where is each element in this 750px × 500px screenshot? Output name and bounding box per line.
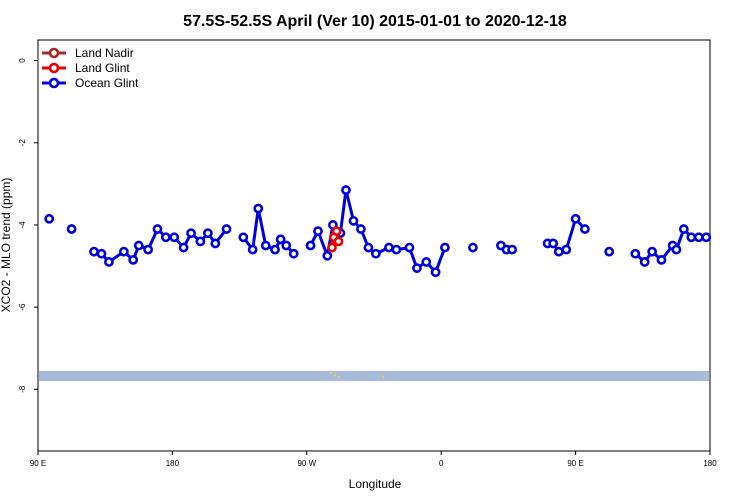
data-point [247,244,258,255]
data-point [313,226,323,237]
x-axis-label: Longitude [349,477,402,491]
data-point [384,242,394,253]
y-tick-label: -8 [18,385,27,393]
data-point [260,240,271,251]
data-point [468,242,478,253]
data-point [647,246,658,257]
map-band [39,370,709,382]
land-speck [333,374,336,377]
data-point [561,244,572,255]
series-ocean-glint [44,185,712,278]
data-point [701,232,712,243]
data-point [275,234,286,245]
data-point [548,238,559,249]
data-point [363,242,374,253]
data-point [671,244,682,255]
map-strip [39,370,709,382]
chart-title: 57.5S-52.5S April (Ver 10) 2015-01-01 to… [183,13,567,30]
data-point [221,224,232,234]
data-point [128,254,139,265]
legend-label: Land Glint [75,61,130,75]
data-point [656,254,667,265]
data-point [686,232,697,243]
data-point [66,224,77,234]
data-point [195,236,206,247]
data-point [178,242,189,253]
data-point [89,246,99,257]
land-speck [337,375,340,379]
data-point [553,246,564,257]
legend-item: Land Nadir [42,46,134,60]
data-point [96,248,107,259]
data-point [288,248,299,259]
data-point [678,224,689,234]
data-point [507,244,518,255]
data-point [341,185,351,195]
y-axis-label: XCO2 - MLO trend (ppm) [0,178,13,313]
data-point [281,240,292,251]
x-tick-label: 90 E [567,459,583,468]
legend-swatch-point [48,77,60,89]
land-speck [382,375,385,379]
x-tick-label: 0 [439,459,444,468]
data-point [238,232,249,243]
data-point [253,203,264,214]
legend-swatch-point [48,47,60,59]
y-tick-label: -6 [18,303,27,311]
data-point [169,232,180,243]
legend-label: Ocean Glint [75,76,139,90]
x-tick-label: 90 W [297,459,316,468]
data-point [430,267,441,278]
legend-item: Ocean Glint [42,76,139,90]
data-point [630,248,641,259]
data-point [693,232,704,243]
y-tick-label: -2 [18,139,27,147]
data-point [356,224,366,234]
data-point [160,232,171,243]
data-point [305,240,316,251]
data-point [118,246,129,257]
x-axis: 90 E 180 90 W 0 90 E 180 [30,451,717,468]
data-point [404,242,415,253]
data-point [143,244,154,255]
data-point [322,250,333,261]
data-point [604,246,615,257]
plot-frame [37,39,711,452]
data-point [580,224,590,234]
data-point [152,224,163,234]
x-tick-label: 90 E [30,459,46,468]
data-point [440,242,450,253]
x-tick-label: 180 [166,459,180,468]
legend-swatch-point [48,62,60,74]
data-point [370,248,381,259]
data-point [202,228,213,239]
data-point [133,240,144,251]
series-layer [44,185,712,278]
data-point [333,236,344,247]
data-point [639,257,650,267]
data-point [44,213,55,224]
data-point [327,242,337,253]
data-point [570,213,581,224]
land-speck [329,371,333,375]
y-axis: 0 -2 -4 -6 -8 [18,58,38,393]
legend-label: Land Nadir [75,46,134,60]
series-line [93,188,707,274]
data-point [186,228,196,239]
data-point [391,244,402,255]
data-point [104,257,114,267]
data-point [348,215,359,226]
data-point [270,244,280,255]
legend-item: Land Glint [42,61,130,75]
data-point [412,263,422,274]
data-point [210,238,221,249]
data-point [331,226,342,237]
y-tick-label: 0 [18,58,27,63]
series-land-glint [327,226,344,253]
y-tick-label: -4 [18,221,27,229]
x-tick-label: 180 [703,459,717,468]
data-point [421,257,432,267]
